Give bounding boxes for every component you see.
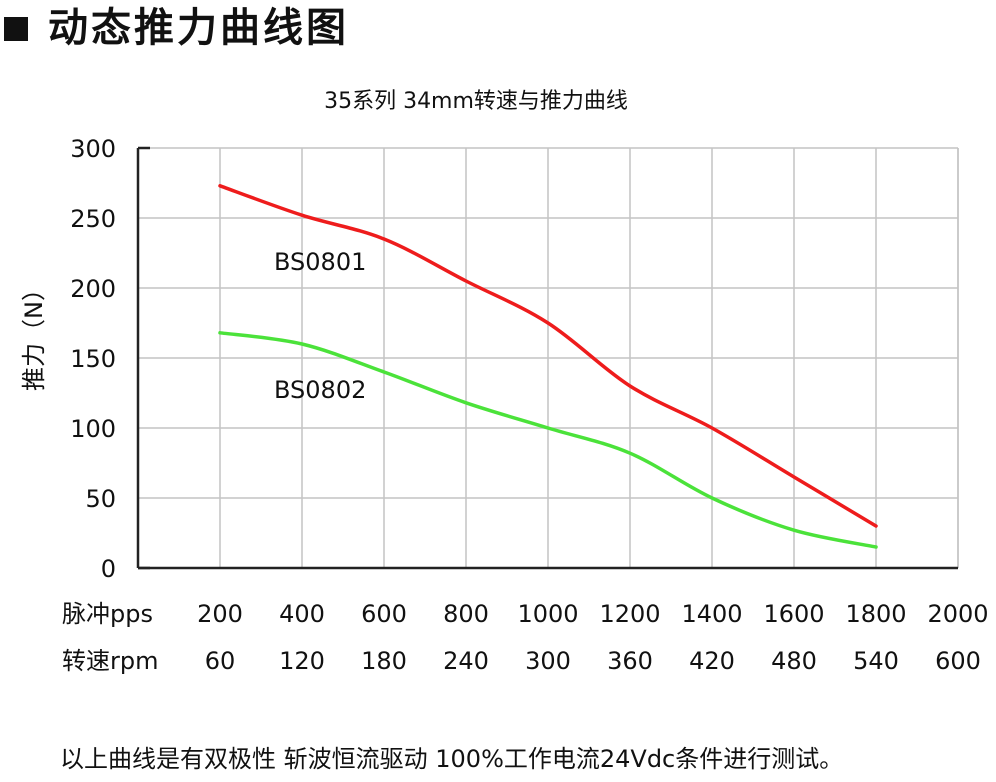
y-tick-label: 300 xyxy=(70,135,116,163)
label-layer: 0 50 100 150 200 250 300 推力（N） 脉冲pps 200 400 600 800… xyxy=(20,135,989,675)
x-tick-label: 120 xyxy=(279,647,325,675)
x-tick-label: 1400 xyxy=(681,600,742,628)
x-tick-label: 1200 xyxy=(599,600,660,628)
page-header: 动态推力曲线图 xyxy=(0,0,996,56)
y-tick-label: 250 xyxy=(70,205,116,233)
thrust-chart: 35系列 34mm转速与推力曲线 0 50 100 150 200 250 300 推力（N）… xyxy=(20,89,989,675)
x-tick-label: 60 xyxy=(205,647,236,675)
y-tick-label: 150 xyxy=(70,345,116,373)
x-tick-label: 180 xyxy=(361,647,407,675)
x-tick-label: 360 xyxy=(607,647,653,675)
x-tick-label: 1600 xyxy=(763,600,824,628)
square-bullet-icon xyxy=(4,17,28,41)
series-label-bs0801: BS0801 xyxy=(274,248,366,276)
x-tick-label: 1000 xyxy=(517,600,578,628)
x-tick-label: 400 xyxy=(279,600,325,628)
y-axis-label: 推力（N） xyxy=(20,277,48,391)
y-tick-label: 100 xyxy=(70,415,116,443)
x-tick-label: 2000 xyxy=(927,600,988,628)
x-tick-label: 300 xyxy=(525,647,571,675)
x-tick-label: 540 xyxy=(853,647,899,675)
test-condition-note: 以上曲线是有双极性 斩波恒流驱动 100%工作电流24Vdc条件进行测试。 xyxy=(60,745,844,773)
x-tick-label: 800 xyxy=(443,600,489,628)
x-row-label: 转速rpm xyxy=(62,647,158,675)
x-tick-label: 420 xyxy=(689,647,735,675)
y-tick-label: 200 xyxy=(70,275,116,303)
x-tick-label: 200 xyxy=(197,600,243,628)
axis-layer xyxy=(136,146,958,570)
y-tick-label: 0 xyxy=(101,555,116,583)
series-layer xyxy=(218,184,878,549)
x-row-label: 脉冲pps xyxy=(62,600,153,628)
x-tick-label: 240 xyxy=(443,647,489,675)
series-line-bs0801 xyxy=(218,184,878,528)
series-label-bs0802: BS0802 xyxy=(274,376,366,404)
chart-title: 35系列 34mm转速与推力曲线 xyxy=(324,89,628,114)
x-tick-label: 600 xyxy=(935,647,981,675)
page-title: 动态推力曲线图 xyxy=(48,5,349,51)
x-tick-label: 1800 xyxy=(845,600,906,628)
x-tick-label: 480 xyxy=(771,647,817,675)
grid-layer xyxy=(138,147,959,568)
y-tick-label: 50 xyxy=(85,485,116,513)
x-tick-label: 600 xyxy=(361,600,407,628)
